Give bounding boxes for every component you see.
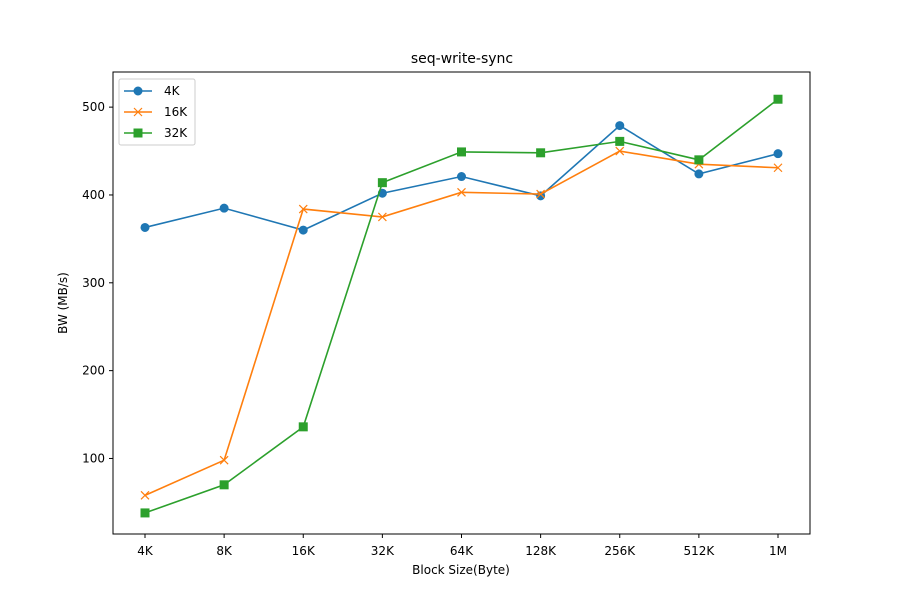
x-tick-label: 32K — [371, 544, 395, 558]
data-point — [219, 203, 229, 213]
data-point — [536, 148, 546, 158]
data-point — [457, 147, 466, 157]
data-point — [298, 422, 308, 432]
data-point — [457, 187, 466, 197]
data-point — [219, 455, 229, 465]
legend-label: 4K — [164, 84, 181, 98]
legend-label: 32K — [164, 126, 188, 140]
x-tick-label: 128K — [525, 544, 557, 558]
y-tick-label: 100 — [82, 451, 105, 465]
x-tick-label: 512K — [683, 544, 715, 558]
x-axis-label: Block Size(Byte) — [412, 563, 510, 577]
data-point — [377, 212, 387, 222]
x-tick-label: 64K — [450, 544, 474, 558]
legend-label: 16K — [164, 105, 188, 119]
legend: 4K 16K 32K — [118, 78, 196, 146]
series-2 — [140, 94, 783, 518]
data-point — [140, 222, 150, 232]
y-axis: 100 200 300 400 500 — [82, 100, 113, 465]
data-point — [298, 225, 308, 235]
data-point — [615, 146, 625, 156]
data-point — [694, 155, 704, 165]
x-axis: 4K 8K 16K 32K 64K 128K 256K 512K 1M — [137, 534, 787, 558]
series-layer — [140, 94, 783, 518]
data-point — [773, 149, 783, 159]
data-point — [615, 121, 625, 131]
y-tick-label: 500 — [82, 100, 105, 114]
x-tick-label: 4K — [137, 544, 154, 558]
x-tick-label: 16K — [292, 544, 316, 558]
data-point — [773, 163, 783, 173]
plot-frame — [112, 71, 811, 535]
x-tick-label: 8K — [216, 544, 233, 558]
x-tick-label: 1M — [769, 544, 787, 558]
data-point — [615, 136, 625, 146]
y-tick-label: 200 — [82, 364, 105, 378]
legend-marker — [133, 107, 143, 117]
series-0 — [140, 121, 783, 235]
data-point — [219, 480, 229, 490]
series-line — [144, 150, 779, 497]
y-axis-label: BW (MB/s) — [56, 272, 70, 334]
data-point — [140, 490, 150, 500]
legend-marker — [133, 86, 143, 96]
y-tick-label: 300 — [82, 276, 105, 290]
x-tick-label: 256K — [604, 544, 636, 558]
y-tick-label: 400 — [82, 188, 105, 202]
series-1 — [140, 146, 783, 500]
data-point — [694, 169, 704, 179]
data-point — [457, 172, 466, 182]
legend-marker — [133, 128, 143, 138]
data-point — [377, 178, 387, 188]
chart-title: seq-write-sync — [411, 51, 513, 67]
data-point — [140, 508, 150, 518]
data-point — [298, 204, 308, 214]
data-point — [536, 189, 546, 199]
data-point — [773, 94, 783, 104]
